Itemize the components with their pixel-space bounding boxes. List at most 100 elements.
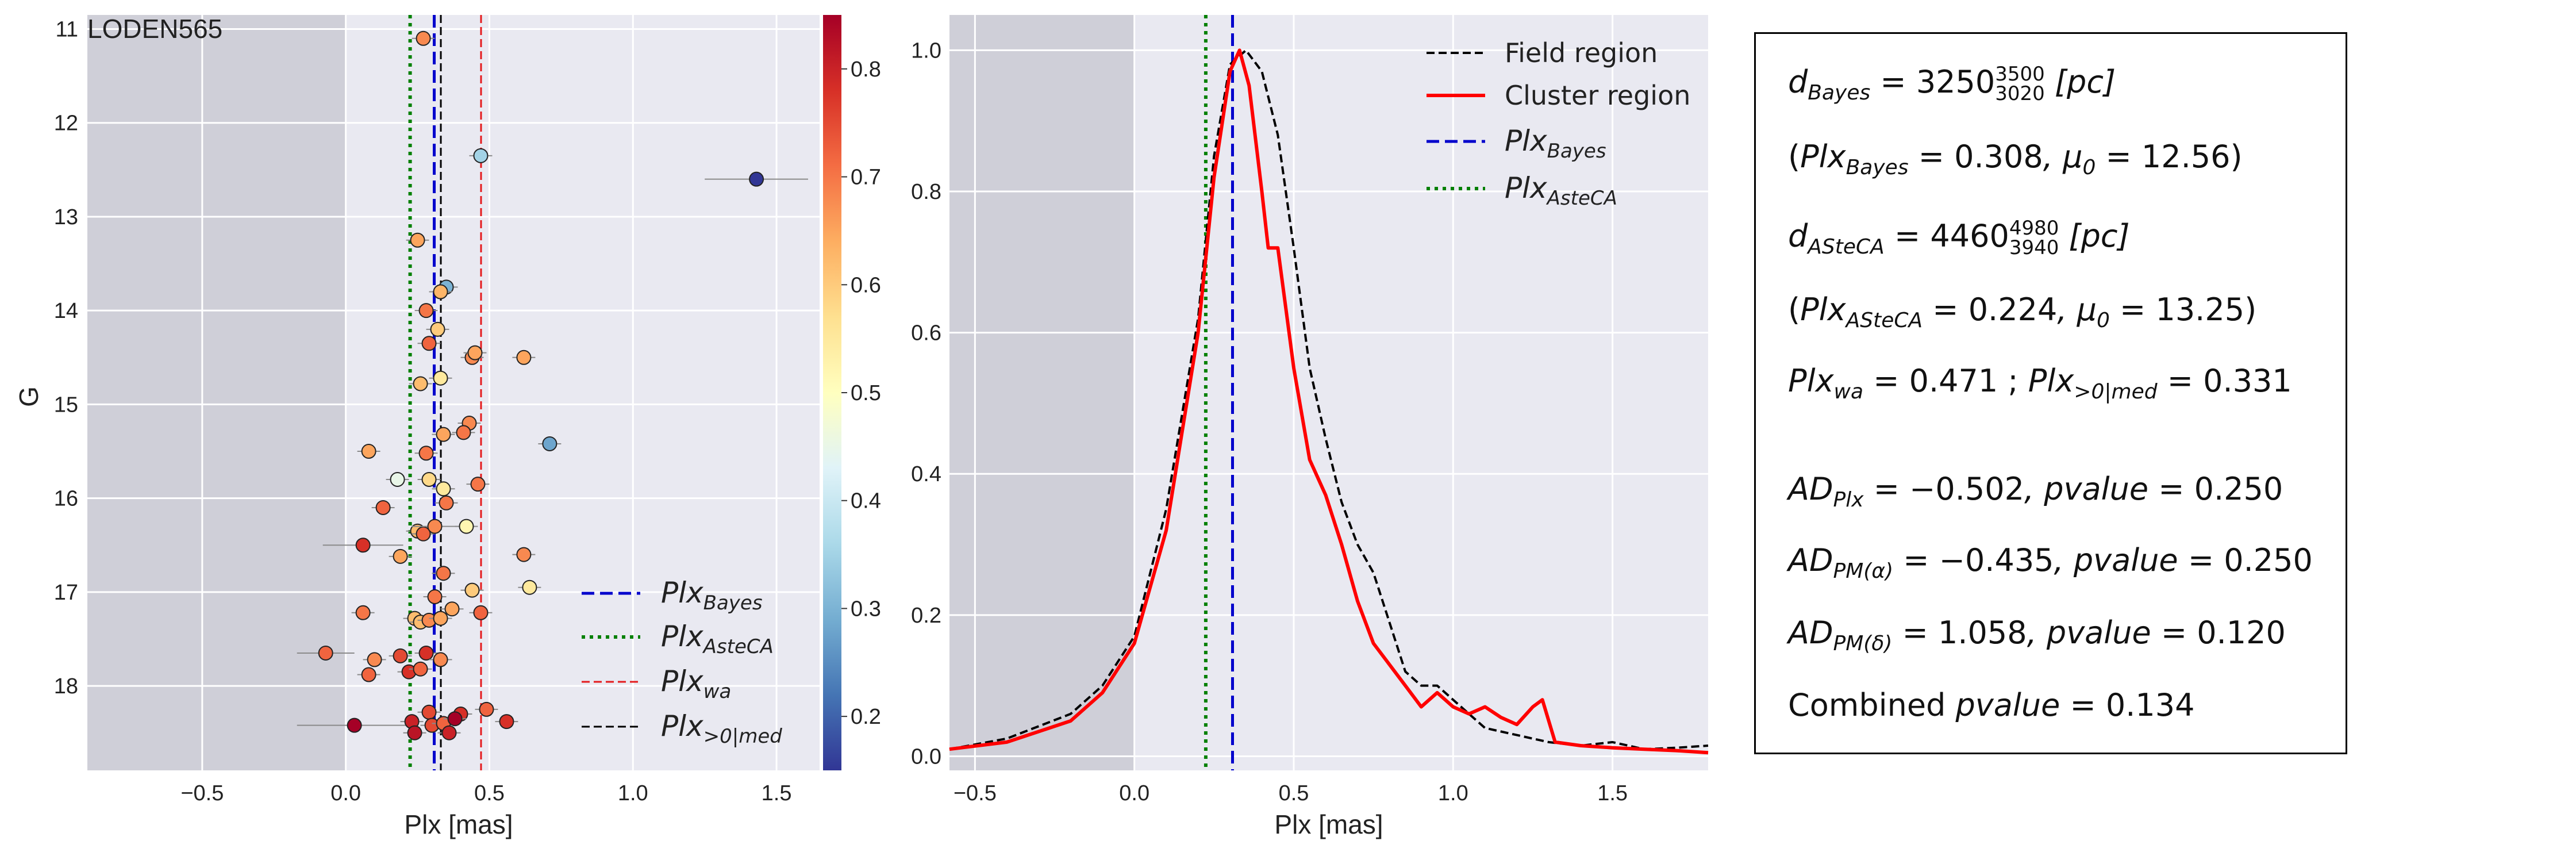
legend-label-base: Plx	[1505, 124, 1547, 158]
ad-plx-pvalue: 0.250	[2194, 471, 2283, 507]
x-tick-label: −0.5	[180, 781, 224, 805]
star-marker	[390, 471, 405, 487]
y-tick-label: 0.8	[911, 180, 941, 204]
panel1-stars	[297, 30, 809, 740]
legend-label-subscript: Bayes	[703, 592, 763, 615]
colorbar-tick-label: 0.3	[851, 597, 881, 621]
stat-ad-pma: ADPM(α) = −0.435, pvalue = 0.250	[1788, 542, 2313, 583]
d-bayes-lower: 3020	[1995, 82, 2045, 106]
colorbar-gradient	[823, 15, 841, 770]
star-marker	[439, 495, 454, 511]
d-bayes-value: 3250	[1916, 64, 1996, 100]
plx-asteca-value: 0.224	[1968, 291, 2058, 328]
d-asteca-lower: 3940	[2009, 236, 2059, 260]
panel1-y-ticks: 11 12 13 14 15 16 17 18	[54, 17, 78, 699]
d-bayes-upper: 3500	[1995, 63, 2045, 86]
star-marker	[444, 601, 460, 617]
y-tick-label: 16	[54, 487, 78, 511]
star-marker	[410, 232, 425, 248]
gmag-vs-plx-panel: −0.5 0.0 0.5 1.0 1.5 11 12 13 14 15 16 17 18 LODEN5…	[14, 14, 820, 839]
x-tick-label: 0.5	[474, 781, 505, 805]
star-marker	[542, 436, 558, 451]
star-marker	[347, 717, 362, 733]
panel1-negative-plx-shade	[87, 15, 346, 770]
panel2-x-ticks: −0.5 0.0 0.5 1.0 1.5	[953, 781, 1628, 805]
stat-ad-plx: ADPlx = −0.502, pvalue = 0.250	[1788, 471, 2283, 512]
star-marker	[418, 303, 434, 318]
star-marker	[375, 500, 391, 515]
y-tick-label: 18	[54, 674, 78, 699]
star-marker	[464, 582, 480, 598]
x-tick-label: 0.0	[1119, 781, 1149, 805]
legend-label-subscript: AsteCA	[702, 635, 774, 658]
star-marker	[427, 589, 443, 605]
panel2-x-label: Plx [mas]	[1274, 809, 1383, 839]
stat-plx-asteca: (PlxASteCA = 0.224, μ0 = 13.25)	[1788, 291, 2257, 332]
panel1-legend: PlxBayes PlxAsteCA Plxwa Plx >0|med	[582, 576, 782, 748]
stat-combined: Combined pvalue = 0.134	[1788, 687, 2195, 723]
x-tick-label: 1.0	[1438, 781, 1468, 805]
d-asteca-value: 4460	[1930, 218, 2009, 254]
star-marker	[433, 611, 448, 626]
mu0-asteca-value: 13.25	[2155, 291, 2245, 328]
y-tick-label: 0.0	[911, 744, 941, 769]
star-marker	[479, 701, 494, 717]
star-marker	[433, 370, 448, 386]
star-marker	[433, 652, 448, 667]
legend-label-base: Plx	[1505, 171, 1547, 205]
y-tick-label: 12	[54, 112, 78, 136]
y-tick-label: 13	[54, 205, 78, 229]
star-marker	[407, 725, 422, 740]
d-asteca-unit: [pc]	[2069, 218, 2130, 254]
star-marker	[418, 645, 434, 661]
x-tick-label: 1.5	[1597, 781, 1628, 805]
plx-med-value: 0.331	[2203, 363, 2292, 399]
combined-pvalue: 0.134	[2105, 687, 2195, 723]
legend-label-subscript: >0|med	[703, 725, 783, 748]
star-marker	[393, 548, 408, 564]
mu0-bayes-value: 12.56	[2141, 139, 2231, 175]
star-marker	[413, 661, 428, 677]
y-tick-label: 17	[54, 581, 78, 605]
legend-label-asteca: PlxAsteCA	[661, 620, 774, 658]
stat-ad-pmd: ADPM(δ) = 1.058, pvalue = 0.120	[1788, 615, 2286, 655]
colorbar-tick-label: 0.5	[851, 381, 881, 405]
ad-pmd-value: 1.058	[1938, 615, 2027, 651]
legend-label-wa: Plxwa	[661, 665, 731, 703]
star-marker	[473, 148, 489, 163]
star-marker	[430, 321, 445, 337]
x-tick-label: 1.5	[762, 781, 792, 805]
y-tick-label: 0.6	[911, 321, 941, 346]
star-marker	[522, 579, 537, 595]
legend-label-base: Plx	[661, 576, 703, 609]
star-marker	[516, 547, 532, 562]
panel2-y-ticks: 0.0 0.2 0.4 0.6 0.8 1.0	[911, 39, 941, 769]
star-marker	[355, 538, 371, 553]
y-tick-label: 15	[54, 393, 78, 417]
x-tick-label: 0.5	[1279, 781, 1309, 805]
star-marker	[367, 652, 382, 667]
y-tick-label: 1.0	[911, 39, 941, 63]
panel2-negative-plx-shade	[949, 15, 1135, 770]
star-marker	[421, 704, 437, 720]
star-marker	[441, 725, 457, 740]
plx-density-panel: −0.5 0.0 0.5 1.0 1.5 0.0 0.2 0.4 0.6 0.8 1.0 Plx …	[911, 15, 1709, 839]
d-bayes-unit: [pc]	[2054, 64, 2116, 100]
panel1-plx-lines	[408, 15, 482, 770]
legend-label-subscript: AsteCA	[1546, 187, 1617, 210]
stat-d-asteca: dASteCA = 4460 4980 3940 [pc]	[1788, 217, 2130, 260]
star-marker	[516, 350, 532, 365]
y-tick-label: 0.4	[911, 462, 941, 486]
y-tick-label: 14	[54, 299, 78, 323]
star-marker	[427, 519, 443, 534]
legend-label-asteca: PlxAsteCA	[1505, 171, 1617, 210]
colorbar-tick-label: 0.2	[851, 705, 881, 729]
x-tick-label: 0.0	[330, 781, 361, 805]
star-marker	[467, 345, 483, 360]
colorbar-ticks: 0.8 0.7 0.6 0.5 0.4 0.3 0.2	[841, 57, 881, 729]
panel2-plx-lines	[1204, 15, 1235, 770]
legend-label-subscript: wa	[703, 680, 732, 703]
ad-pmd-pvalue: 0.120	[2197, 615, 2286, 651]
legend-label-base: Plx	[661, 620, 703, 653]
legend-label-subscript: Bayes	[1547, 140, 1606, 163]
